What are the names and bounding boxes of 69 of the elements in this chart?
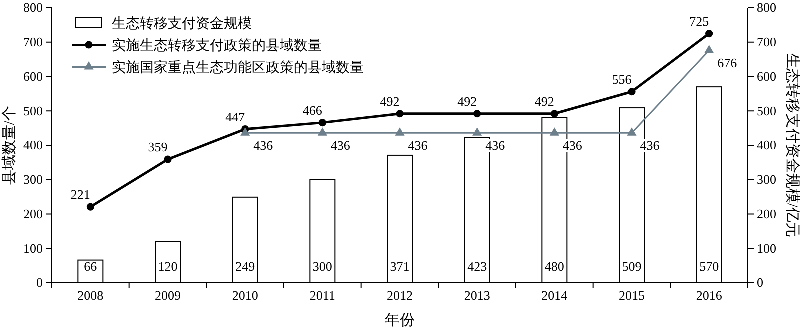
data-label: 120 (158, 259, 178, 274)
data-label: 423 (468, 259, 488, 274)
point (318, 119, 326, 127)
point (472, 128, 482, 136)
y2-tick-label: 400 (757, 138, 776, 153)
data-label: 466 (302, 102, 323, 118)
y-tick-label: 100 (24, 240, 43, 256)
y-tick-label: 600 (24, 68, 43, 84)
data-label: 436 (254, 138, 274, 154)
data-label: 480 (544, 259, 564, 274)
data-label: 221 (70, 187, 90, 202)
data-label: 676 (718, 56, 738, 71)
x-tick-label: 2010 (232, 288, 258, 304)
data-label: 300 (312, 259, 332, 274)
point (706, 30, 714, 38)
y2-tick-label: 600 (757, 68, 776, 84)
data-label: 371 (390, 259, 410, 274)
data-label: 447 (226, 109, 246, 124)
point (474, 110, 482, 118)
y2-tick-label: 0 (757, 275, 764, 290)
y2-tick-label: 500 (757, 103, 776, 118)
point (704, 45, 714, 54)
y-tick-label: 400 (24, 138, 43, 153)
y-tick-label: 700 (24, 34, 43, 50)
point (627, 128, 637, 136)
y2-tick-label: 700 (757, 34, 776, 50)
point (318, 128, 328, 136)
legend-label: 实施国家重点生态功能区政策的县域数量 (112, 60, 364, 76)
data-label: 436 (408, 138, 428, 154)
y-tick-label: 300 (24, 172, 43, 188)
point (550, 110, 558, 118)
x-tick-label: 2011 (310, 288, 336, 304)
y-tick-label: 800 (24, 0, 43, 16)
x-tick-label: 2016 (696, 288, 723, 304)
legend-label: 生态转移支付资金规模 (112, 16, 252, 32)
point (550, 128, 560, 136)
y2-tick-label: 200 (757, 206, 776, 222)
x-tick-label: 2013 (464, 288, 490, 304)
point (396, 110, 404, 118)
y2-tick-label: 100 (757, 240, 776, 256)
legend-label: 实施生态转移支付政策的县域数量 (112, 38, 322, 54)
x-tick-label: 2009 (155, 288, 181, 304)
data-label: 509 (622, 259, 642, 274)
y2-tick-label: 800 (757, 0, 776, 16)
point (628, 88, 636, 96)
y-tick-label: 500 (24, 103, 43, 118)
point (164, 156, 172, 164)
x-tick-label: 2014 (542, 288, 568, 304)
y-axis-title: 县域数量/个 (1, 106, 18, 186)
data-label: 570 (700, 259, 720, 274)
data-label: 556 (612, 72, 632, 87)
point (86, 203, 94, 211)
data-label: 492 (458, 94, 478, 109)
x-tick-label: 2015 (619, 288, 645, 304)
data-label: 492 (380, 94, 400, 109)
point (240, 128, 250, 136)
y-tick-label: 200 (24, 206, 43, 222)
x-tick-label: 2008 (78, 288, 104, 304)
x-tick-label: 2012 (387, 288, 413, 304)
data-label: 436 (330, 138, 351, 154)
data-label: 249 (236, 259, 256, 274)
x-axis-title: 年份 (385, 312, 415, 329)
y2-tick-label: 300 (757, 172, 776, 188)
y-tick-label: 0 (36, 275, 43, 290)
data-label: 725 (690, 14, 710, 29)
data-label: 359 (148, 140, 168, 155)
data-label: 66 (84, 259, 98, 274)
point (395, 128, 405, 136)
data-label: 492 (534, 94, 554, 109)
